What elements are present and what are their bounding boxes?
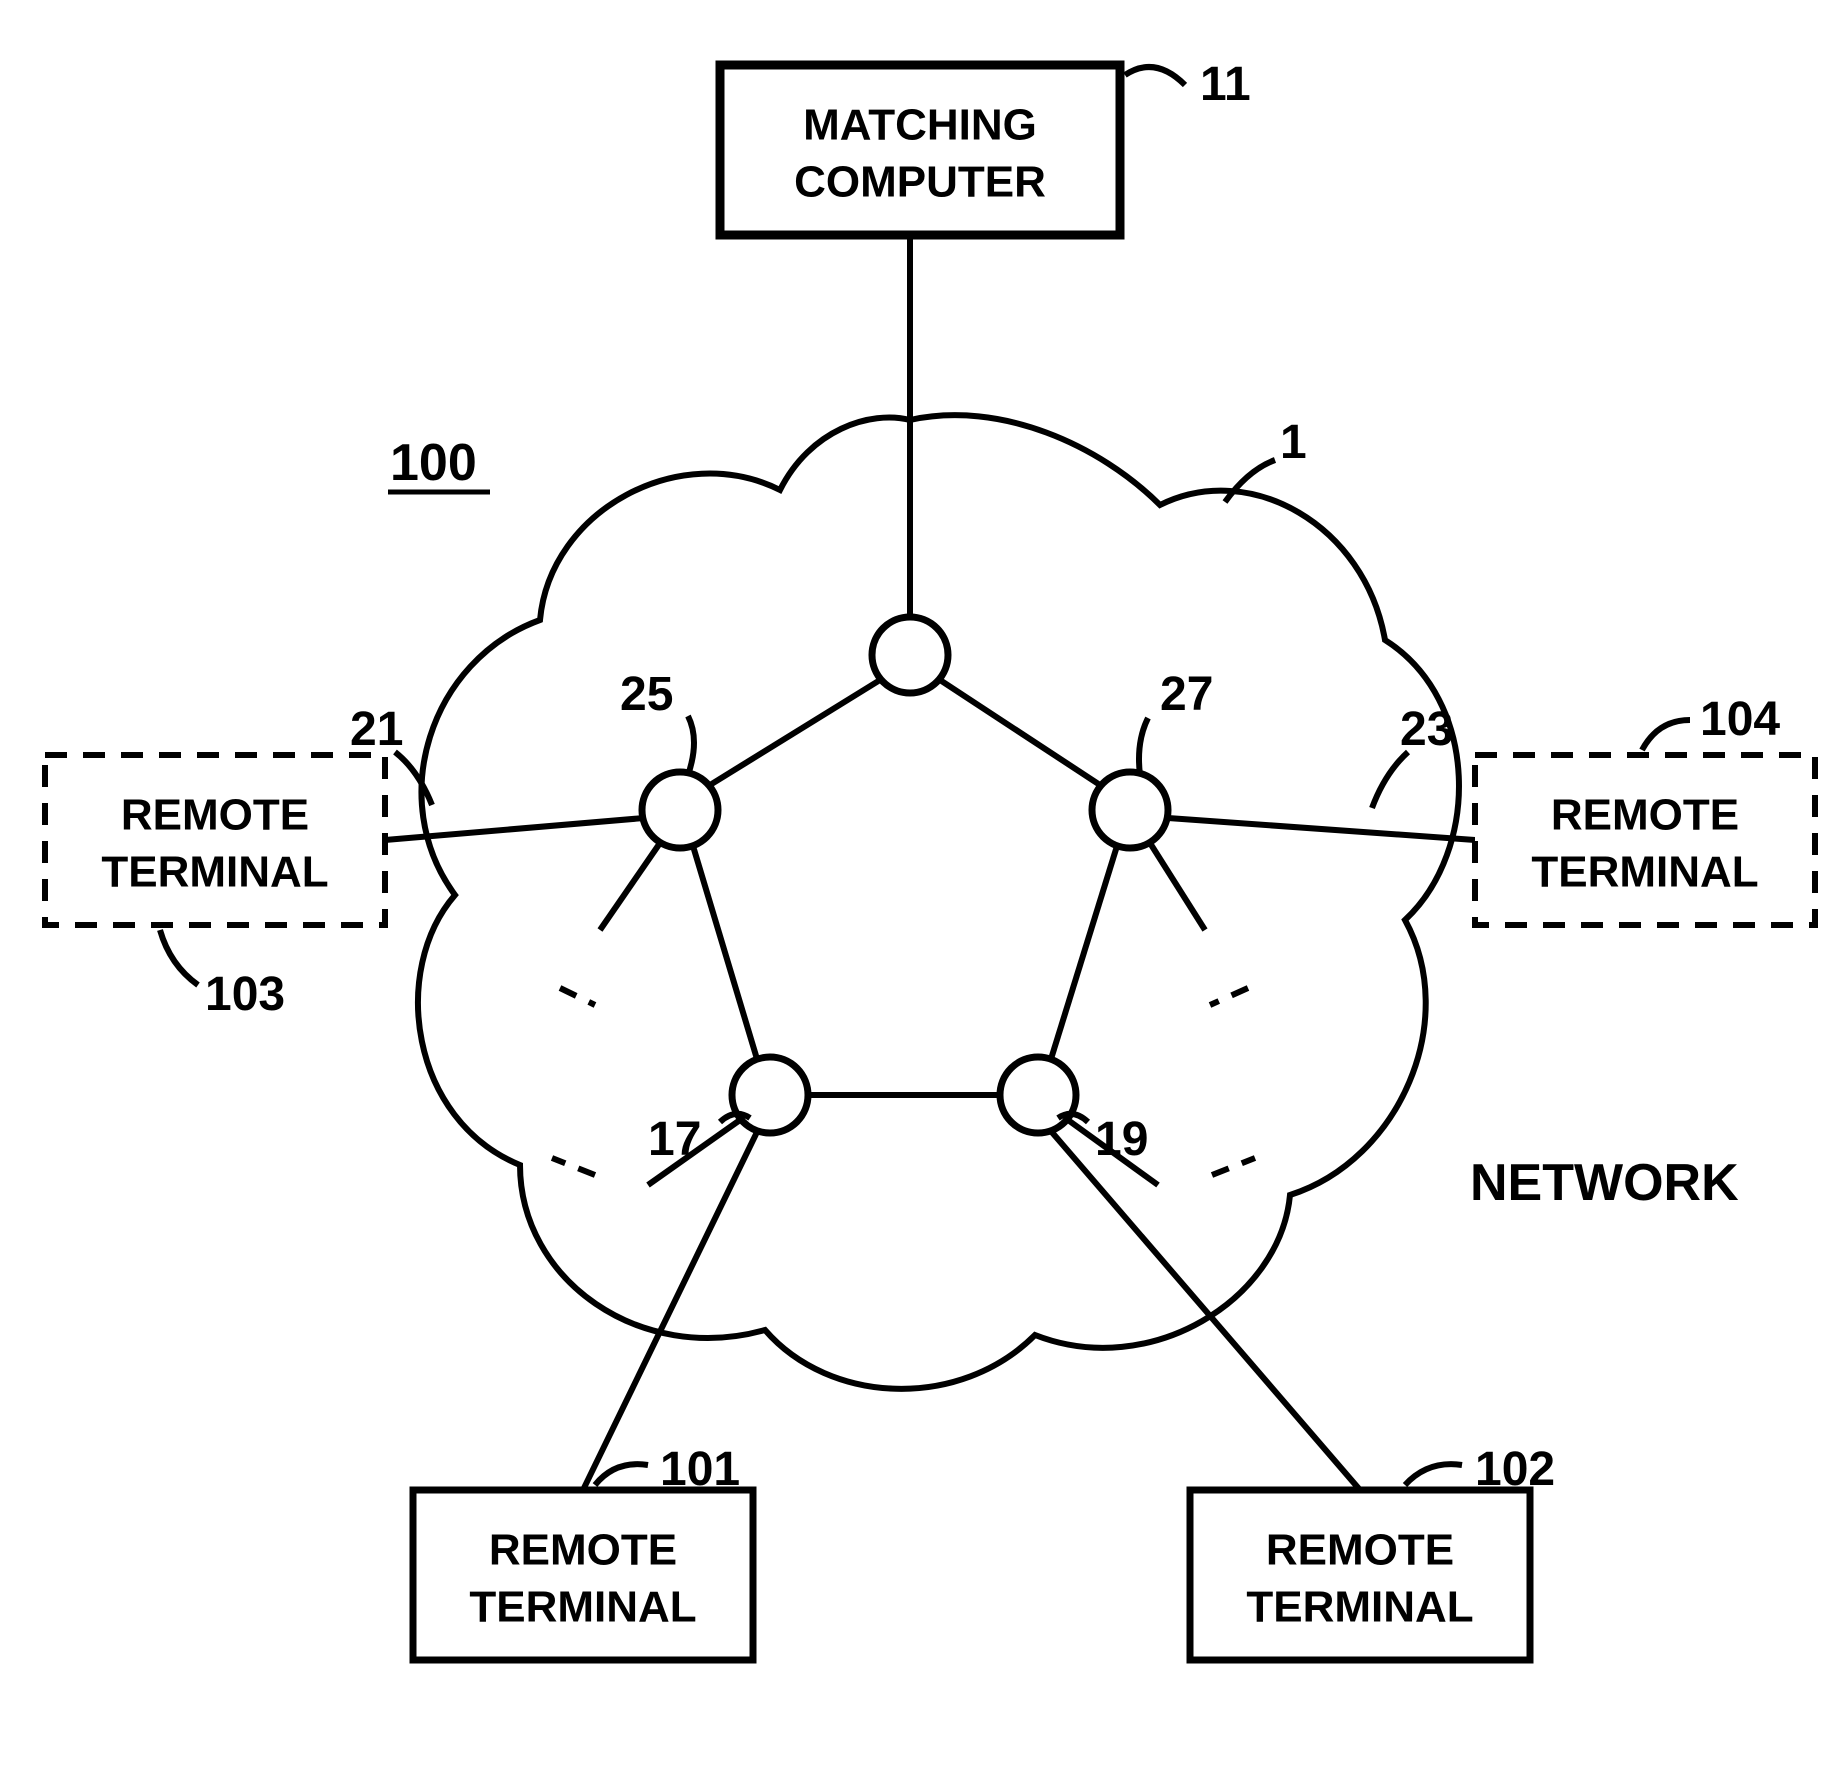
rt-101-box (413, 1490, 753, 1660)
matching-computer-box (720, 65, 1120, 235)
ref-11: 11 (1200, 58, 1251, 111)
ref-19: 19 (1095, 1113, 1148, 1166)
boxes: MATCHING COMPUTER REMOTE TERMINAL REMOTE… (45, 65, 1815, 1660)
rt-104-line2: TERMINAL (1531, 848, 1758, 897)
node-bleft (732, 1057, 808, 1133)
diagram-svg: MATCHING COMPUTER REMOTE TERMINAL REMOTE… (0, 0, 1829, 1770)
rt-102-line1: REMOTE (1266, 1526, 1454, 1575)
matching-computer-line1: MATCHING (803, 101, 1037, 150)
leader-103 (160, 930, 198, 985)
spoke (1150, 843, 1205, 930)
network-cloud (418, 415, 1459, 1389)
leader-27 (1139, 718, 1148, 775)
leader-104 (1642, 720, 1690, 750)
network-nodes (642, 617, 1168, 1133)
rt-101-line1: REMOTE (489, 1526, 677, 1575)
rt-101-line2: TERMINAL (469, 1583, 696, 1632)
spoke-dash (1212, 1158, 1255, 1175)
spoke (600, 843, 660, 930)
ref-103: 103 (205, 968, 285, 1021)
ref-17: 17 (648, 1113, 701, 1166)
network-diagram: MATCHING COMPUTER REMOTE TERMINAL REMOTE… (0, 0, 1829, 1770)
ref-25: 25 (620, 668, 673, 721)
leader-101 (595, 1464, 648, 1485)
ref-102: 102 (1475, 1443, 1555, 1496)
pentagon-edges (693, 680, 1117, 1095)
ref-27: 27 (1160, 668, 1213, 721)
rt-102-box (1190, 1490, 1530, 1660)
edge-left-bleft (693, 846, 757, 1059)
ref-1: 1 (1280, 416, 1307, 469)
rt-102-line2: TERMINAL (1246, 1583, 1473, 1632)
edge-top-right (940, 680, 1100, 785)
ref-101: 101 (660, 1443, 740, 1496)
ref-23: 23 (1400, 703, 1453, 756)
leader-102 (1405, 1464, 1462, 1485)
edge-top-left (710, 680, 880, 785)
network-label: NETWORK (1470, 1154, 1739, 1212)
edge-rt104-right (1168, 818, 1475, 840)
node-top (872, 617, 948, 693)
node-bright (1000, 1057, 1076, 1133)
rt-103-line2: TERMINAL (101, 848, 328, 897)
figure-ref: 100 (388, 434, 490, 492)
edge-right-bright (1051, 846, 1117, 1059)
matching-computer-line2: COMPUTER (794, 158, 1046, 207)
rt-103-box (45, 755, 385, 925)
rt-103-line1: REMOTE (121, 791, 309, 840)
leader-25 (688, 716, 694, 775)
ref-21: 21 (350, 703, 403, 756)
figure-ref-text: 100 (390, 434, 477, 492)
rt-104-line1: REMOTE (1551, 791, 1739, 840)
node-left (642, 772, 718, 848)
leader-11 (1125, 67, 1185, 85)
spoke-dash (560, 988, 595, 1005)
spoke-dash (1210, 988, 1248, 1005)
external-edges (385, 235, 1475, 1490)
rt-104-box (1475, 755, 1815, 925)
node-right (1092, 772, 1168, 848)
ref-104: 104 (1700, 693, 1780, 746)
spoke-dash (552, 1158, 595, 1175)
leader-23 (1372, 752, 1408, 808)
